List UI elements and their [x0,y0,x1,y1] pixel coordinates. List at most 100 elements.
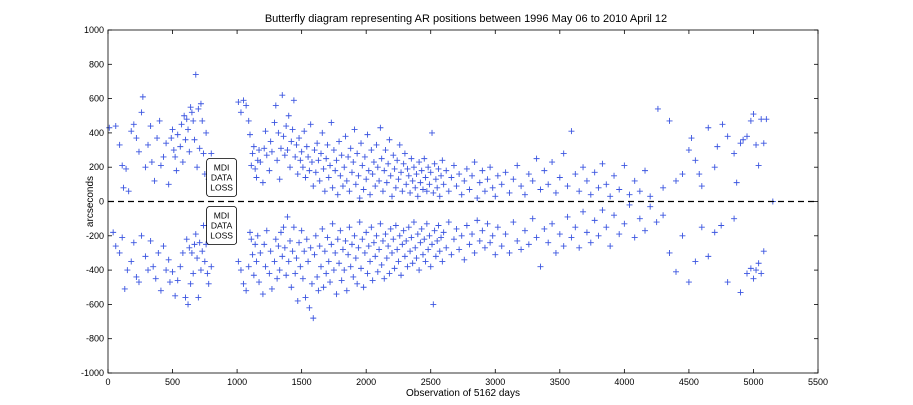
scatter-point [166,279,173,286]
scatter-point [279,92,286,99]
scatter-point [435,222,442,229]
scatter-point [147,123,154,130]
scatter-point [673,268,679,275]
scatter-point [342,237,349,244]
scatter-point [181,112,188,119]
scatter-point [382,231,389,238]
scatter-point [363,176,370,183]
scatter-point [408,155,415,162]
scatter-point [429,129,436,136]
scatter-point [413,255,420,262]
scatter-point [423,188,430,195]
scatter-point [354,150,361,157]
scatter-point [130,239,137,246]
scatter-point [110,229,117,236]
scatter-point [201,258,208,265]
scatter-point [174,131,181,138]
scatter-point [572,224,579,231]
scatter-point [421,155,428,162]
scatter-point [196,145,203,152]
y-tick-label: -600 [86,299,104,309]
scatter-point [434,184,441,191]
scatter-point [407,248,414,255]
scatter-point [479,227,486,234]
scatter-point [148,159,155,166]
scatter-point [753,267,760,274]
scatter-point [183,236,190,243]
scatter-point [311,251,318,258]
scatter-point [378,261,385,268]
scatter-point [394,157,401,164]
scatter-point [281,244,288,251]
scatter-point [197,100,204,107]
scatter-point [169,268,176,275]
scatter-point [458,232,465,239]
x-tick-label: 4000 [614,377,634,387]
scatter-point [305,153,312,160]
x-tick-label: 1500 [292,377,312,387]
scatter-point [243,102,250,109]
scatter-point [298,148,305,155]
scatter-point [521,191,528,198]
scatter-point [381,275,388,282]
scatter-point [400,160,407,167]
annotation-text: DATA [211,172,233,182]
scatter-point [343,177,350,184]
scatter-point [330,147,337,154]
scatter-point [147,237,154,244]
scatter-point [165,181,172,188]
scatter-point [168,135,175,142]
scatter-point [359,162,366,169]
scatter-point [256,147,263,154]
scatter-point [247,229,253,236]
scatter-point [312,232,319,239]
scatter-point [453,225,460,232]
scatter-point [243,287,250,294]
scatter-point [116,249,123,256]
scatter-point [112,123,119,130]
scatter-point [387,172,394,179]
scatter-point [545,239,552,246]
scatter-point [410,164,417,171]
scatter-point [347,145,354,152]
scatter-point [758,116,765,123]
scatter-point [157,287,164,294]
x-axis: 0 500 1000 1500 2000 2500 3000 3500 4000 4500 5000… [105,30,828,387]
scatter-point [299,275,306,282]
annotation-box [206,206,238,245]
scatter-point [306,304,313,311]
scatter-point [611,212,618,219]
scatter-point [297,263,304,270]
scatter-point [194,255,201,262]
scatter-point [329,220,336,227]
scatter-point [261,145,268,152]
scatter-point [378,155,385,162]
scatter-point [737,140,744,147]
scatter-point [382,147,389,154]
scatter-point [370,239,377,246]
scatter-point [316,243,323,250]
scatter-point [489,232,496,239]
scatter-point [476,179,483,186]
scatter-point [753,141,760,148]
scatter-point [194,164,201,171]
scatter-point [377,124,384,131]
scatter-point [409,260,416,267]
scatter-point [276,267,283,274]
scatter-point [399,188,406,195]
scatter-point [339,246,346,253]
y-tick-label: -1000 [81,368,104,378]
scatter-point [587,239,594,246]
scatter-point [525,241,532,248]
scatter-point [705,253,712,260]
scatter-point [135,279,142,286]
scatter-point [418,167,425,174]
scatter-point [298,227,305,234]
scatter-point [235,99,242,106]
scatter-point [119,234,126,241]
scatter-point [636,215,643,222]
x-tick-label: 0 [105,377,110,387]
scatter-point [325,258,332,265]
